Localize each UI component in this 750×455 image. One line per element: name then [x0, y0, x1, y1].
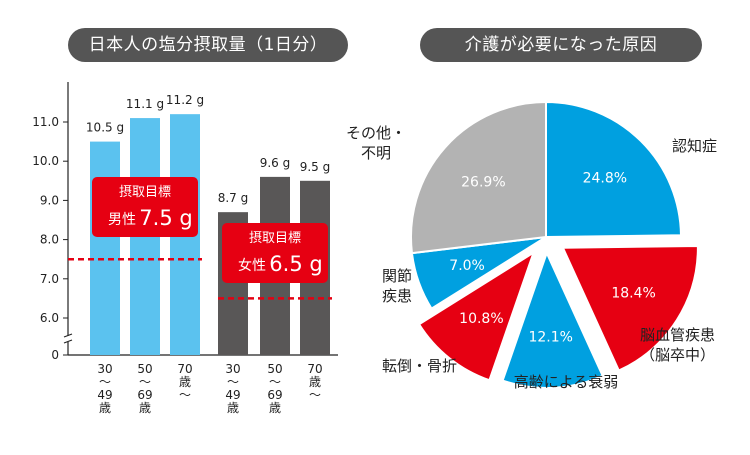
pie-category-label: その他・ — [346, 124, 406, 142]
target-group-label: 女性 — [238, 257, 266, 274]
axis-break-mark — [63, 339, 73, 344]
x-tick-label: 歳 — [179, 375, 191, 389]
x-tick-label: 歳 — [99, 401, 111, 415]
x-tick-label: 歳 — [139, 401, 151, 415]
x-tick-label: 〜 — [179, 388, 191, 402]
bar-value-label: 11.2 g — [166, 93, 204, 107]
y-tick-label: 11.0 — [32, 115, 59, 129]
x-tick-label: 49 — [225, 388, 240, 402]
pie-slice — [501, 250, 605, 389]
x-tick-label: 50 — [267, 362, 282, 376]
pie-category-label: 関節 — [382, 267, 412, 285]
x-tick-label: 歳 — [269, 401, 281, 415]
x-tick-label: 49 — [97, 388, 112, 402]
pie-value-label: 24.8% — [583, 170, 627, 186]
bar — [90, 141, 120, 355]
y-tick-label: 0 — [51, 348, 59, 362]
x-tick-label: 〜 — [99, 375, 111, 389]
x-tick-label: 〜 — [309, 388, 321, 402]
pie-value-label: 18.4% — [611, 286, 655, 302]
y-tick-label: 8.0 — [40, 233, 59, 247]
x-tick-label: 30 — [97, 362, 112, 376]
x-tick-label: 30 — [225, 362, 240, 376]
x-tick-label: 〜 — [227, 375, 239, 389]
target-value: 7.5 g — [139, 206, 192, 230]
pie-category-label: 認知症 — [672, 137, 717, 155]
x-tick-label: 〜 — [269, 375, 281, 389]
bar-value-label: 9.5 g — [300, 160, 331, 174]
pie-category-label: 脳血管疾患 — [640, 326, 715, 344]
bar-chart-title: 日本人の塩分摂取量（1日分） — [68, 28, 348, 62]
pie-value-label: 12.1% — [528, 330, 572, 346]
pie-chart-title: 介護が必要になった原因 — [420, 28, 702, 62]
pie-value-label: 7.0% — [449, 258, 485, 274]
x-tick-label: 69 — [267, 388, 282, 402]
pie-value-label: 10.8% — [459, 311, 503, 327]
pie-category-label: （脳卒中） — [640, 346, 715, 364]
pie-slice — [545, 100, 683, 239]
pie-slice — [410, 100, 547, 255]
bar-value-label: 8.7 g — [218, 191, 249, 205]
y-tick-label: 6.0 — [40, 311, 59, 325]
bar-value-label: 10.5 g — [86, 121, 124, 135]
x-tick-label: 70 — [307, 362, 322, 376]
pie-slice — [561, 245, 699, 372]
bar-value-label: 11.1 g — [126, 97, 164, 111]
y-tick-label: 10.0 — [32, 154, 59, 168]
y-tick-label: 7.0 — [40, 272, 59, 286]
pie-slice — [417, 250, 536, 382]
pie-category-label: 不明 — [361, 144, 391, 162]
x-tick-label: 歳 — [309, 375, 321, 389]
target-heading: 摂取目標 — [119, 184, 171, 200]
pie-value-label: 26.9% — [461, 174, 505, 190]
x-tick-label: 69 — [137, 388, 152, 402]
target-group-label: 男性 — [108, 212, 136, 228]
y-tick-label: 9.0 — [40, 193, 59, 207]
target-value: 6.5 g — [269, 252, 322, 276]
bar-value-label: 9.6 g — [260, 156, 291, 170]
x-tick-label: 50 — [137, 362, 152, 376]
x-tick-label: 〜 — [139, 375, 151, 389]
pie-category-label: 転倒・骨折 — [382, 357, 457, 375]
target-box — [222, 223, 328, 283]
target-heading: 摂取目標 — [249, 230, 301, 246]
pie-category-label: 高齢による衰弱 — [514, 373, 619, 391]
x-tick-label: 70 — [177, 362, 192, 376]
pie-category-label: 疾患 — [382, 287, 412, 305]
target-box — [92, 177, 198, 237]
x-tick-label: 歳 — [227, 401, 239, 415]
axis-break-mark — [63, 333, 73, 338]
